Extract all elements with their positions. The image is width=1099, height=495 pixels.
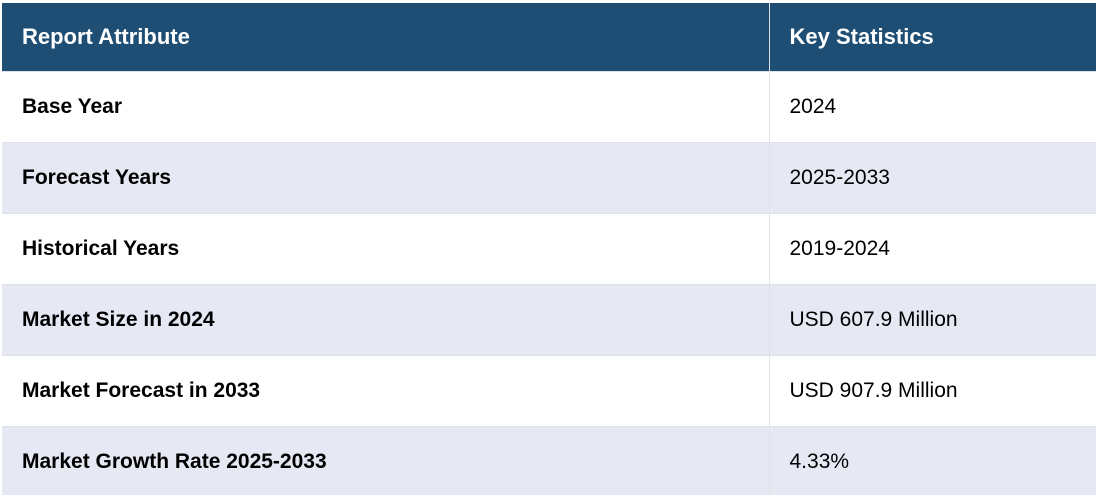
value-cell-forecast-years: 2025-2033 xyxy=(768,141,1096,213)
table-header: Report Attribute Key Statistics xyxy=(2,3,1096,71)
column-header-key-statistics: Key Statistics xyxy=(768,3,1096,71)
table-row: Base Year 2024 xyxy=(2,70,1096,142)
attribute-cell-base-year: Base Year xyxy=(2,70,769,142)
attribute-cell-historical-years: Historical Years xyxy=(2,212,769,284)
value-cell-market-forecast-2033: USD 907.9 Million xyxy=(768,354,1096,426)
attribute-cell-forecast-years: Forecast Years xyxy=(2,141,769,213)
attribute-cell-market-forecast-2033: Market Forecast in 2033 xyxy=(2,354,769,426)
table-row: Forecast Years 2025-2033 xyxy=(2,141,1096,213)
attribute-cell-market-size-2024: Market Size in 2024 xyxy=(2,283,769,355)
value-cell-market-size-2024: USD 607.9 Million xyxy=(768,283,1096,355)
table-row: Market Forecast in 2033 USD 907.9 Millio… xyxy=(2,354,1096,426)
value-cell-market-growth-rate: 4.33% xyxy=(768,425,1096,495)
value-cell-historical-years: 2019-2024 xyxy=(768,212,1096,284)
column-header-report-attribute: Report Attribute xyxy=(2,3,769,71)
report-statistics-table: Report Attribute Key Statistics Base Yea… xyxy=(2,3,1096,495)
table-row: Historical Years 2019-2024 xyxy=(2,212,1096,284)
value-cell-base-year: 2024 xyxy=(768,70,1096,142)
table-body: Base Year 2024 Forecast Years 2025-2033 … xyxy=(2,70,1096,495)
attribute-cell-market-growth-rate: Market Growth Rate 2025-2033 xyxy=(2,425,769,495)
table-row: Market Size in 2024 USD 607.9 Million xyxy=(2,283,1096,355)
table-row: Market Growth Rate 2025-2033 4.33% xyxy=(2,425,1096,495)
header-row: Report Attribute Key Statistics xyxy=(2,3,1096,71)
